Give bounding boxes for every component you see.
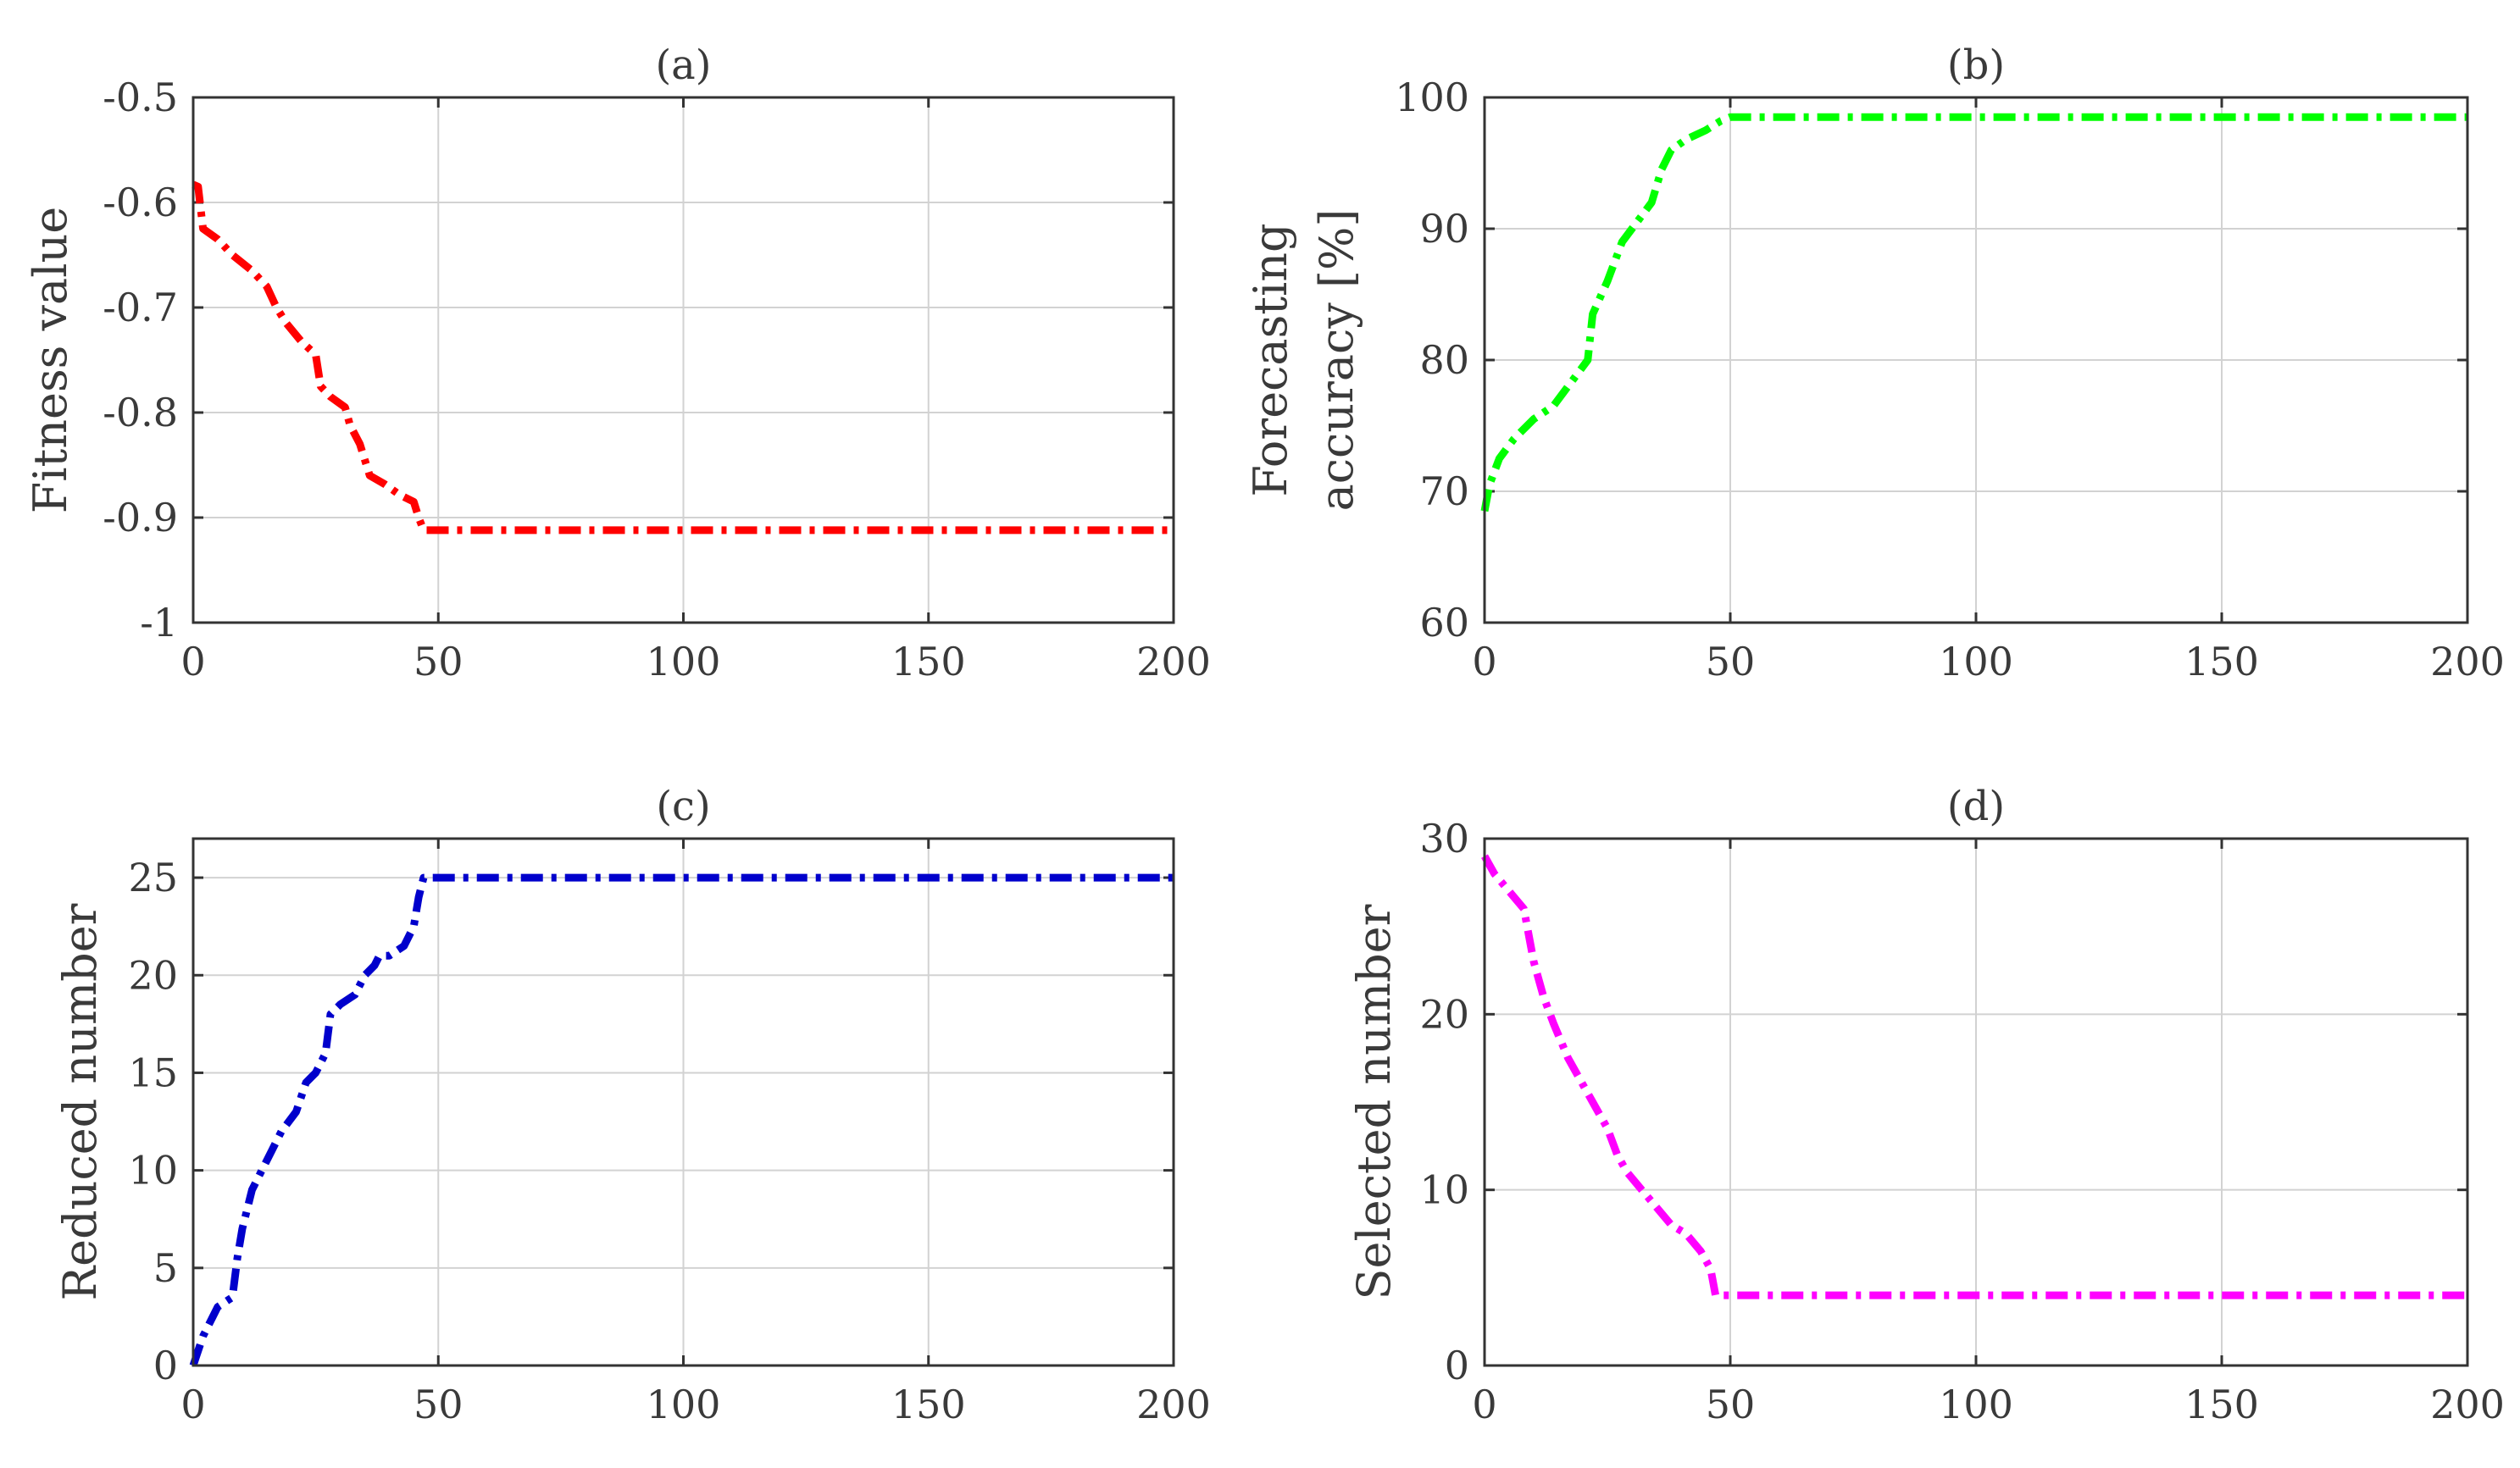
x-tick-label: 100 bbox=[1939, 1382, 2013, 1427]
plot-frame bbox=[191, 96, 1175, 624]
y-axis-label: Forecasting bbox=[1244, 223, 1297, 496]
y-tick-label: -0.7 bbox=[103, 285, 178, 330]
x-tick-label: 50 bbox=[1706, 1382, 1756, 1427]
x-tick-label: 0 bbox=[1472, 1382, 1496, 1427]
y-tick-label: 20 bbox=[128, 952, 178, 998]
panel-title: (a) bbox=[655, 42, 711, 89]
y-tick-label: 30 bbox=[1419, 816, 1469, 861]
y-tick-label: 60 bbox=[1419, 600, 1469, 645]
x-tick-label: 200 bbox=[1136, 1382, 1211, 1427]
y-tick-label: 90 bbox=[1419, 206, 1469, 252]
y-tick-label: 15 bbox=[128, 1050, 178, 1095]
x-tick-label: 200 bbox=[2430, 639, 2505, 684]
data-series-line bbox=[191, 180, 1174, 535]
y-tick-label: -0.8 bbox=[103, 390, 178, 435]
x-tick-label: 0 bbox=[180, 639, 205, 684]
panel-b: 0 50 100 150 200 60 70 80 90 100 (b) Forecasting acc… bbox=[1244, 42, 2505, 684]
panel-c: 0 50 100 150 200 0 5 10 15 20 25 (c) Reduced number bbox=[53, 783, 1211, 1427]
y-tick-label: 0 bbox=[153, 1343, 178, 1388]
y-tick-label: -0.5 bbox=[103, 75, 178, 120]
y-axis-label: Fitness value bbox=[24, 207, 77, 513]
data-series-line bbox=[189, 873, 1174, 1367]
data-series-line bbox=[1481, 854, 2467, 1299]
y-tick-label: 0 bbox=[1445, 1343, 1469, 1388]
y-tick-label: 70 bbox=[1419, 468, 1469, 514]
y-tick-label: -0.9 bbox=[103, 495, 178, 540]
y-tick-label: 100 bbox=[1395, 75, 1469, 120]
x-tick-label: 150 bbox=[891, 1382, 966, 1427]
x-tick-label: 100 bbox=[647, 1382, 721, 1427]
y-tick-label: -0.6 bbox=[103, 180, 178, 225]
y-tick-label: 10 bbox=[128, 1148, 178, 1194]
y-axis-label: Reduced number bbox=[53, 903, 107, 1300]
y-tick-label: -1 bbox=[140, 600, 178, 645]
data-series-line bbox=[1480, 113, 2467, 512]
x-tick-label: 100 bbox=[647, 639, 721, 684]
panel-d: 0 50 100 150 200 0 10 20 30 (d) Selected number bbox=[1347, 783, 2505, 1427]
x-tick-label: 150 bbox=[2184, 639, 2259, 684]
x-tick-label: 150 bbox=[891, 639, 966, 684]
x-tick-label: 200 bbox=[2430, 1382, 2505, 1427]
x-tick-label: 150 bbox=[2184, 1382, 2259, 1427]
y-tick-label: 5 bbox=[153, 1245, 178, 1291]
x-tick-label: 0 bbox=[1472, 639, 1496, 684]
y-tick-label: 20 bbox=[1419, 991, 1469, 1037]
panel-a: 0 50 100 150 200 -1 -0.9 -0.8 -0.7 -0.6 -0.5 (a) Fit… bbox=[24, 42, 1211, 684]
y-axis-label: accuracy [%] bbox=[1310, 209, 1363, 512]
x-tick-label: 0 bbox=[180, 1382, 205, 1427]
plot-frame bbox=[1483, 96, 2469, 624]
panel-title: (d) bbox=[1947, 783, 2005, 830]
y-axis-label: Selected number bbox=[1347, 904, 1401, 1299]
x-tick-label: 50 bbox=[414, 1382, 463, 1427]
x-tick-label: 50 bbox=[1706, 639, 1756, 684]
panel-title: (c) bbox=[656, 783, 710, 830]
y-tick-label: 80 bbox=[1419, 337, 1469, 383]
panel-title: (b) bbox=[1947, 42, 2005, 89]
x-tick-label: 200 bbox=[1136, 639, 1211, 684]
y-tick-label: 10 bbox=[1419, 1167, 1469, 1213]
x-tick-label: 50 bbox=[414, 639, 463, 684]
y-tick-label: 25 bbox=[128, 855, 178, 900]
x-tick-label: 100 bbox=[1939, 639, 2013, 684]
plot-frame bbox=[191, 837, 1175, 1367]
plot-frame bbox=[1483, 837, 2469, 1367]
